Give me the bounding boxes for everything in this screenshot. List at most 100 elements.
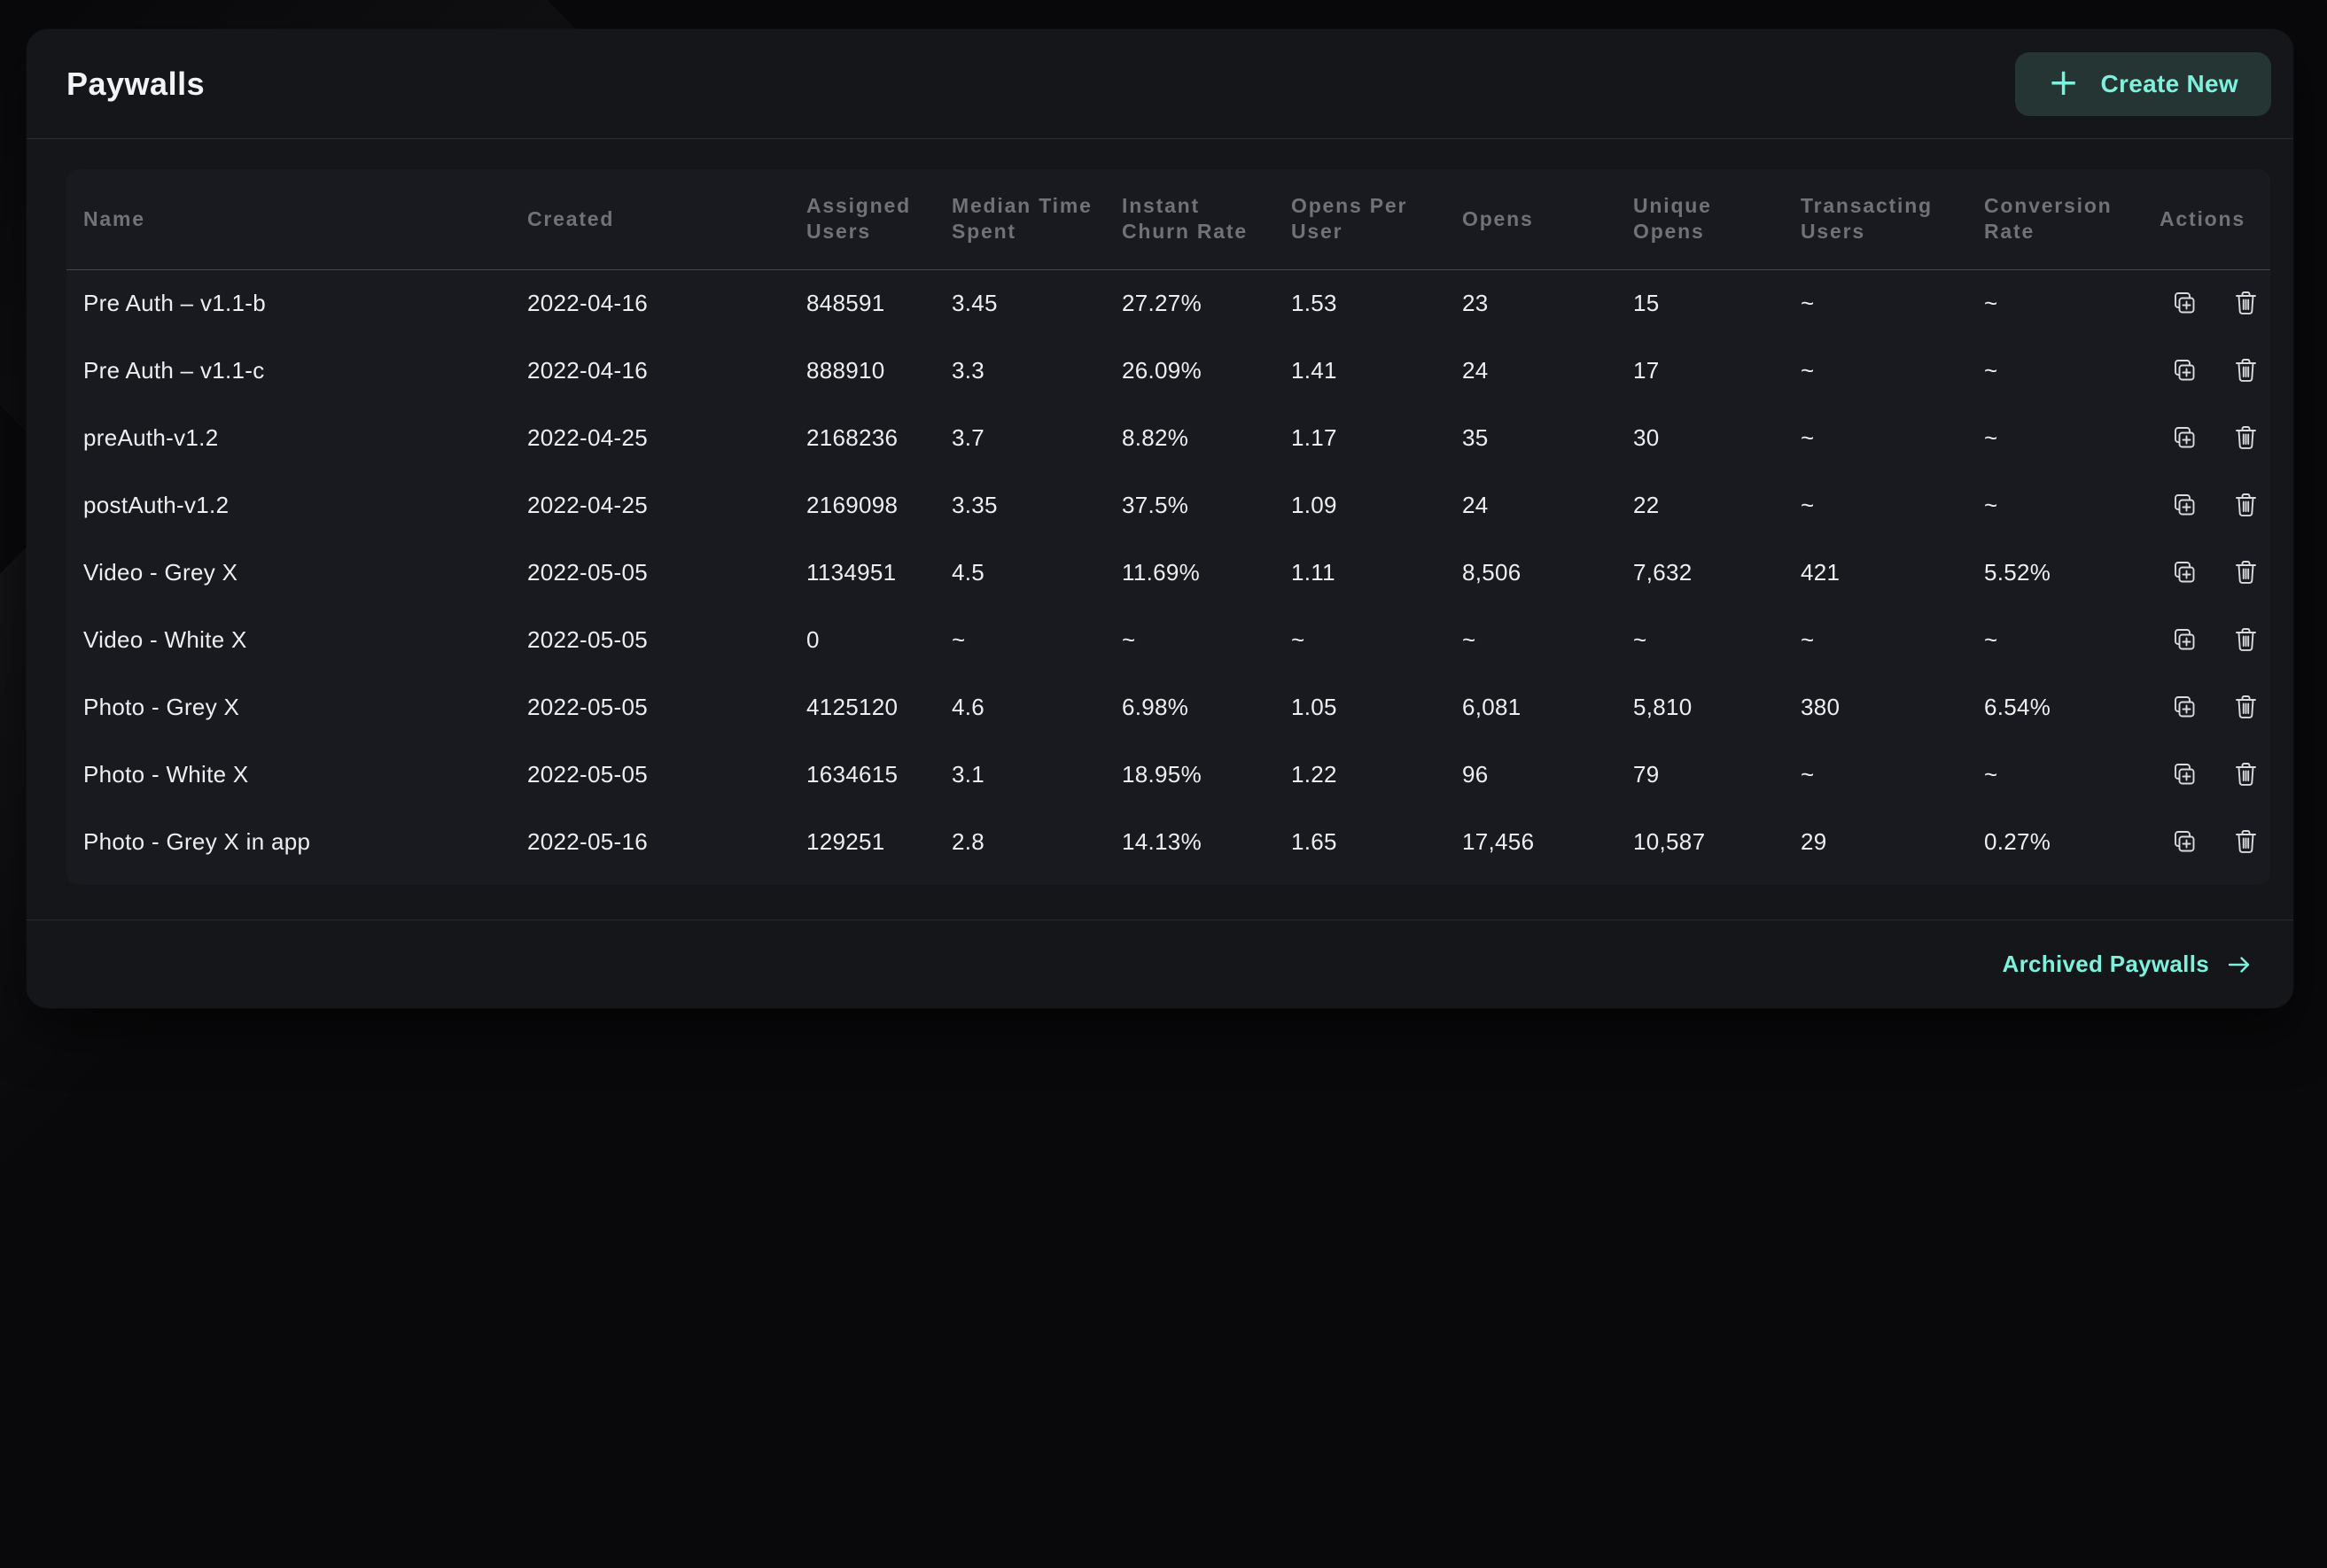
paywalls-card: Paywalls + Create New Name Created Assigne… (27, 29, 2293, 1008)
cell-unique_opens: 7,632 (1633, 558, 1693, 586)
cell-conversion_rate: 5.52% (1984, 558, 2051, 586)
trash-icon[interactable] (2234, 626, 2258, 653)
column-header-unique_opens: Unique Opens (1633, 169, 1801, 270)
table-row: Photo - Grey X in app 2022-05-16 129251 2.8… (66, 808, 2270, 875)
cell-unique_opens: 30 (1633, 423, 1660, 451)
cell-assigned_users: 848591 (806, 289, 885, 316)
cell-name: postAuth-v1.2 (83, 491, 230, 518)
duplicate-icon[interactable] (2171, 694, 2198, 720)
cell-conversion_rate: ~ (1984, 491, 1998, 518)
arrow-right-icon (2226, 954, 2253, 975)
duplicate-icon[interactable] (2171, 492, 2198, 518)
trash-icon[interactable] (2234, 492, 2258, 518)
cell-created: 2022-04-25 (527, 491, 648, 518)
trash-icon[interactable] (2234, 424, 2258, 451)
duplicate-icon[interactable] (2171, 828, 2198, 855)
cell-opens: 23 (1462, 289, 1489, 316)
cell-created: 2022-05-05 (527, 625, 648, 653)
duplicate-icon[interactable] (2171, 357, 2198, 384)
cell-opens: 24 (1462, 491, 1489, 518)
row-actions-wrap (2171, 626, 2270, 653)
cell-assigned_users: 129251 (806, 827, 885, 855)
cell-unique_opens: 17 (1633, 356, 1660, 384)
cell-median_time_spent: 3.1 (952, 760, 985, 788)
cell-conversion_rate: ~ (1984, 625, 1998, 653)
cell-opens_per_user: 1.11 (1291, 558, 1335, 586)
duplicate-icon[interactable] (2171, 761, 2198, 788)
cell-name: Photo - Grey X in app (83, 827, 311, 855)
table-row: Pre Auth – v1.1-b 2022-04-16 848591 3.45 27.… (66, 269, 2270, 337)
duplicate-icon[interactable] (2171, 559, 2198, 586)
trash-icon[interactable] (2234, 694, 2258, 720)
table-row: Pre Auth – v1.1-c 2022-04-16 888910 3.3 26.0… (66, 337, 2270, 404)
duplicate-icon[interactable] (2171, 626, 2198, 653)
column-header-instant_churn_rate: Instant Churn Rate (1122, 169, 1291, 270)
cell-assigned_users: 2168236 (806, 423, 899, 451)
page-title: Paywalls (66, 65, 206, 102)
cell-created: 2022-05-05 (527, 693, 648, 720)
cell-assigned_users: 0 (806, 625, 820, 653)
cell-opens: 17,456 (1462, 827, 1535, 855)
cell-unique_opens: 15 (1633, 289, 1660, 316)
cell-unique_opens: 10,587 (1633, 827, 1706, 855)
column-header-assigned_users: Assigned Users (806, 169, 952, 270)
row-actions (2160, 471, 2270, 539)
archived-paywalls-link[interactable]: Archived Paywalls (2003, 951, 2253, 978)
trash-icon[interactable] (2234, 828, 2258, 855)
cell-unique_opens: 5,810 (1633, 693, 1693, 720)
row-actions (2160, 337, 2270, 404)
duplicate-icon[interactable] (2171, 290, 2198, 316)
cell-assigned_users: 1634615 (806, 760, 899, 788)
column-header-median_time_spent: Median Time Spent (952, 169, 1122, 270)
cell-transacting_users: ~ (1801, 289, 1815, 316)
cell-conversion_rate: ~ (1984, 760, 1998, 788)
cell-instant_churn_rate: 14.13% (1122, 827, 1202, 855)
trash-icon[interactable] (2234, 559, 2258, 586)
cell-name: Video - Grey X (83, 558, 238, 586)
row-actions-wrap (2171, 290, 2270, 316)
cell-instant_churn_rate: 26.09% (1122, 356, 1202, 384)
row-actions (2160, 741, 2270, 808)
cell-median_time_spent: ~ (952, 625, 966, 653)
cell-unique_opens: 22 (1633, 491, 1660, 518)
trash-icon[interactable] (2234, 290, 2258, 316)
cell-assigned_users: 2169098 (806, 491, 899, 518)
cell-median_time_spent: 4.5 (952, 558, 985, 586)
cell-assigned_users: 1134951 (806, 558, 897, 586)
cell-transacting_users: 380 (1801, 693, 1841, 720)
card-header: Paywalls + Create New (27, 29, 2293, 139)
row-actions (2160, 269, 2270, 337)
table-row: postAuth-v1.2 2022-04-25 2169098 3.35 37.5% 1… (66, 471, 2270, 539)
cell-created: 2022-04-16 (527, 289, 648, 316)
cell-created: 2022-04-16 (527, 356, 648, 384)
cell-instant_churn_rate: 18.95% (1122, 760, 1202, 788)
cell-name: preAuth-v1.2 (83, 423, 219, 451)
cell-instant_churn_rate: 37.5% (1122, 491, 1189, 518)
cell-opens: 35 (1462, 423, 1489, 451)
trash-icon[interactable] (2234, 357, 2258, 384)
duplicate-icon[interactable] (2171, 424, 2198, 451)
table-panel: Name Created Assigned Users Median Time Spe… (66, 169, 2270, 885)
cell-opens_per_user: 1.05 (1291, 693, 1337, 720)
cell-opens: 96 (1462, 760, 1489, 788)
row-actions (2160, 404, 2270, 471)
row-actions (2160, 606, 2270, 673)
column-header-opens_per_user: Opens Per User (1291, 169, 1462, 270)
column-header-transacting_users: Transacting Users (1801, 169, 1984, 270)
row-actions-wrap (2171, 492, 2270, 518)
table-row: Video - White X 2022-05-05 0 ~ ~ ~ ~ ~ ~ ~ (66, 606, 2270, 673)
cell-opens_per_user: 1.53 (1291, 289, 1337, 316)
cell-transacting_users: ~ (1801, 356, 1815, 384)
cell-opens_per_user: 1.22 (1291, 760, 1337, 788)
create-new-button[interactable]: + Create New (2014, 51, 2271, 116)
row-actions-wrap (2171, 761, 2270, 788)
row-actions-wrap (2171, 694, 2270, 720)
column-header-created: Created (527, 169, 806, 270)
cell-transacting_users: ~ (1801, 625, 1815, 653)
card-body: Name Created Assigned Users Median Time Spe… (27, 139, 2293, 920)
cell-instant_churn_rate: 11.69% (1122, 558, 1201, 586)
row-actions-wrap (2171, 559, 2270, 586)
trash-icon[interactable] (2234, 761, 2258, 788)
cell-assigned_users: 4125120 (806, 693, 899, 720)
column-header-name: Name (66, 169, 527, 270)
